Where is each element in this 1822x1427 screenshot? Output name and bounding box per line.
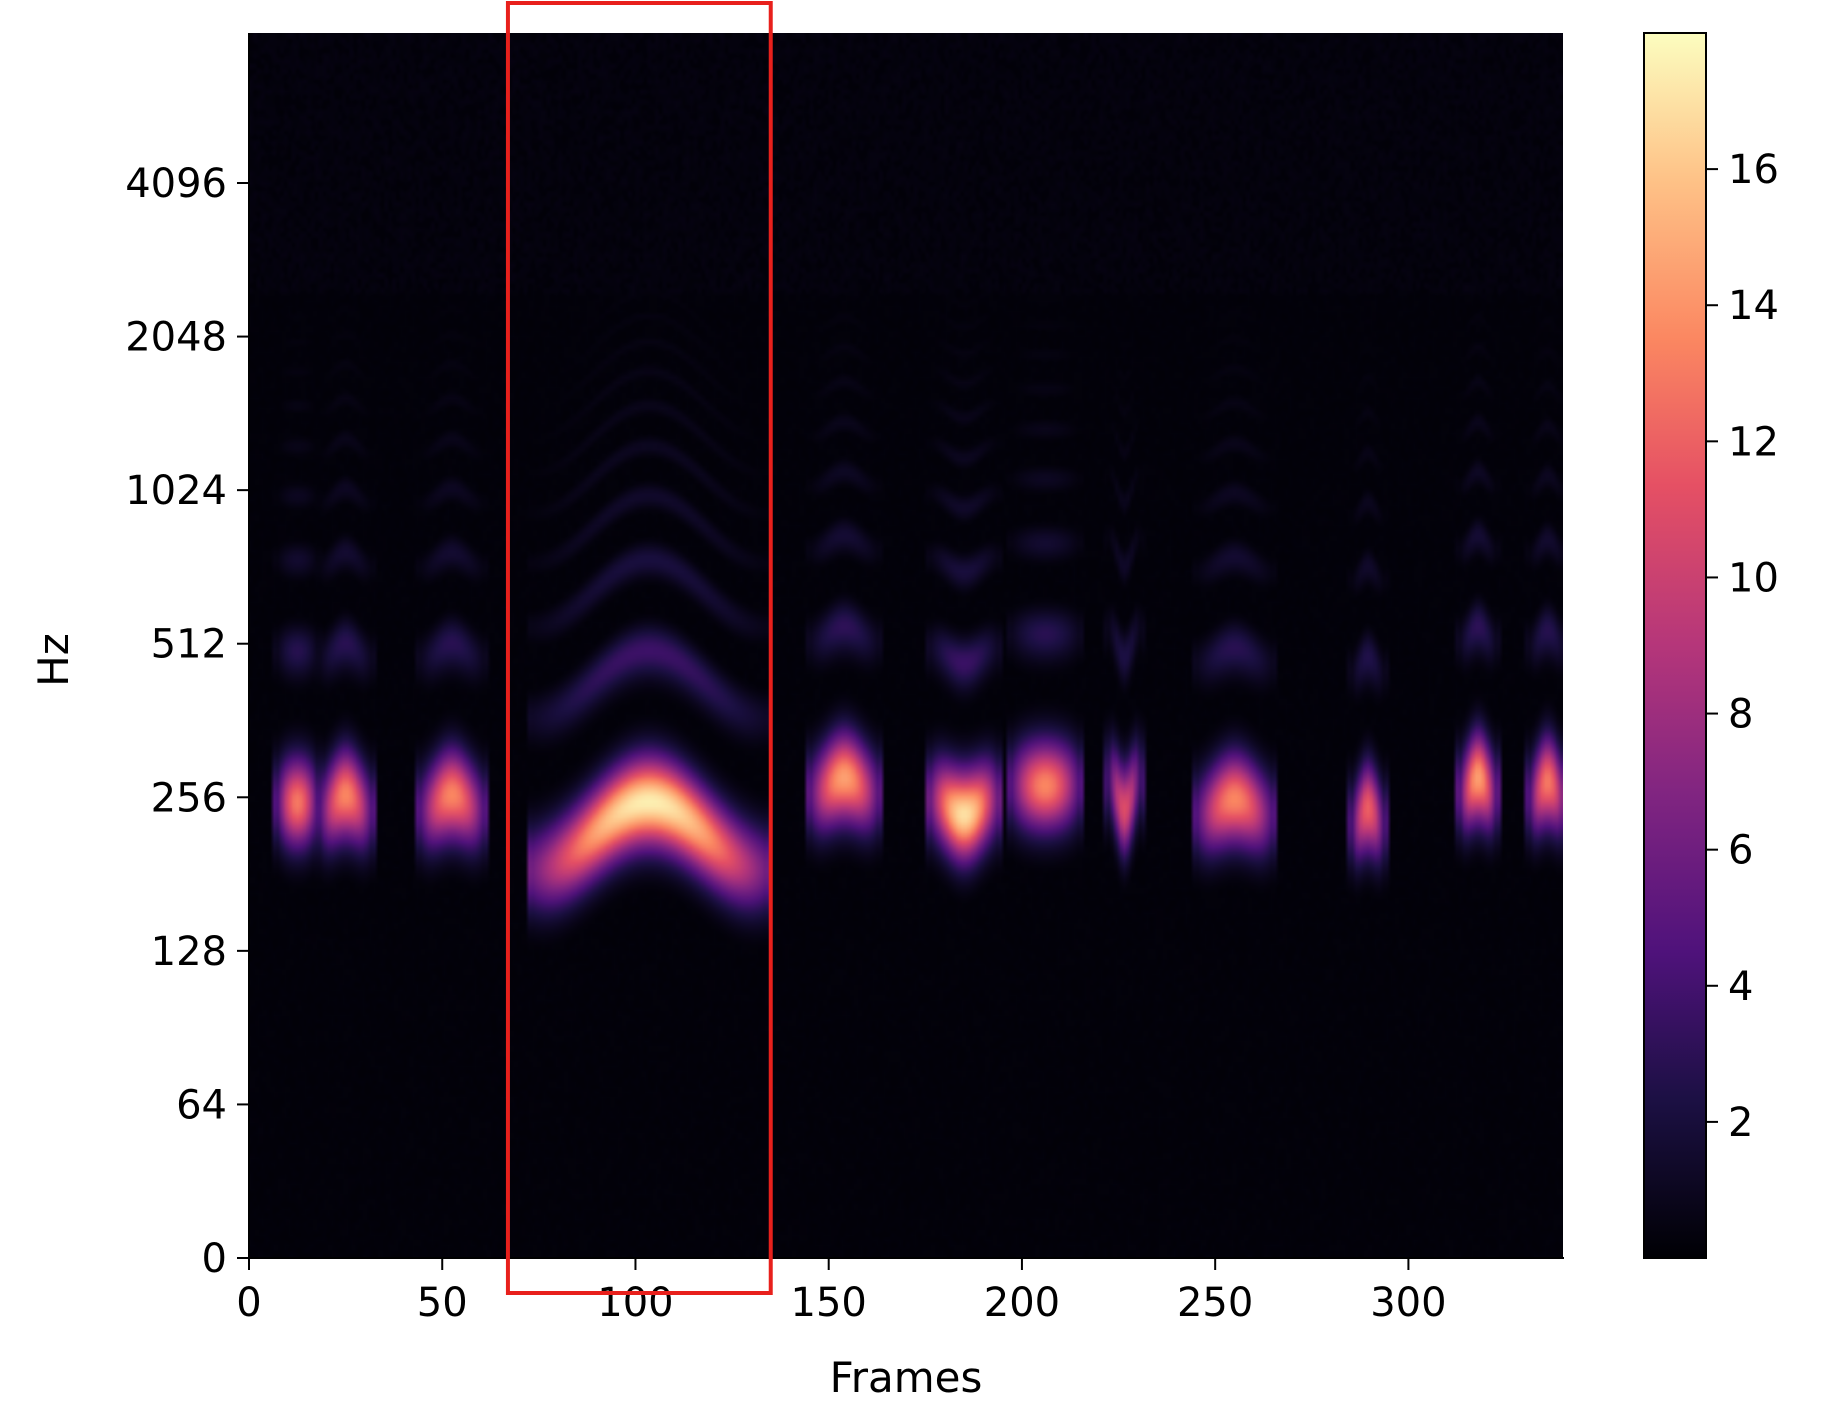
colorbar-tick-label: 14 — [1728, 283, 1779, 329]
y-tick-label: 2048 — [125, 315, 227, 361]
y-tick-label: 256 — [151, 775, 227, 821]
x-axis-ticks: 0 50 100 150 200 250 300 — [236, 1258, 1447, 1326]
colorbar-tick-label: 2 — [1728, 1100, 1753, 1146]
spectrogram-image — [249, 33, 1563, 1258]
y-axis-ticks: 0 64 128 256 512 1024 2048 4096 — [125, 161, 249, 1282]
colorbar-ticks: 2 4 6 8 10 12 14 16 — [1706, 147, 1779, 1146]
colorbar-tick-label: 4 — [1728, 964, 1753, 1010]
y-tick-label: 128 — [151, 929, 227, 975]
axes-frame — [248, 33, 1564, 1259]
x-tick-label: 50 — [417, 1280, 468, 1326]
y-tick-label: 64 — [176, 1082, 227, 1128]
colorbar: 2 4 6 8 10 12 14 16 — [1643, 32, 1779, 1259]
colorbar-tick-label: 16 — [1728, 147, 1779, 193]
x-tick-label: 0 — [236, 1280, 261, 1326]
y-tick-label: 0 — [202, 1236, 227, 1282]
colorbar-tick-label: 6 — [1728, 828, 1753, 874]
x-tick-label: 100 — [597, 1280, 673, 1326]
y-tick-label: 4096 — [125, 161, 227, 207]
x-axis-label: Frames — [830, 1353, 983, 1402]
x-tick-label: 250 — [1177, 1280, 1253, 1326]
x-tick-label: 150 — [791, 1280, 867, 1326]
x-tick-label: 200 — [984, 1280, 1060, 1326]
colorbar-tick-label: 8 — [1728, 692, 1753, 738]
highlight-box — [505, 1, 773, 1295]
colorbar-gradient — [1643, 32, 1707, 1259]
y-axis-label: Hz — [29, 633, 78, 687]
colorbar-tick-label: 12 — [1728, 419, 1779, 465]
y-tick-label: 512 — [151, 622, 227, 668]
colorbar-tick-label: 10 — [1728, 555, 1779, 601]
y-tick-label: 1024 — [125, 468, 227, 514]
x-tick-label: 300 — [1370, 1280, 1446, 1326]
plot-area — [249, 33, 1563, 1258]
